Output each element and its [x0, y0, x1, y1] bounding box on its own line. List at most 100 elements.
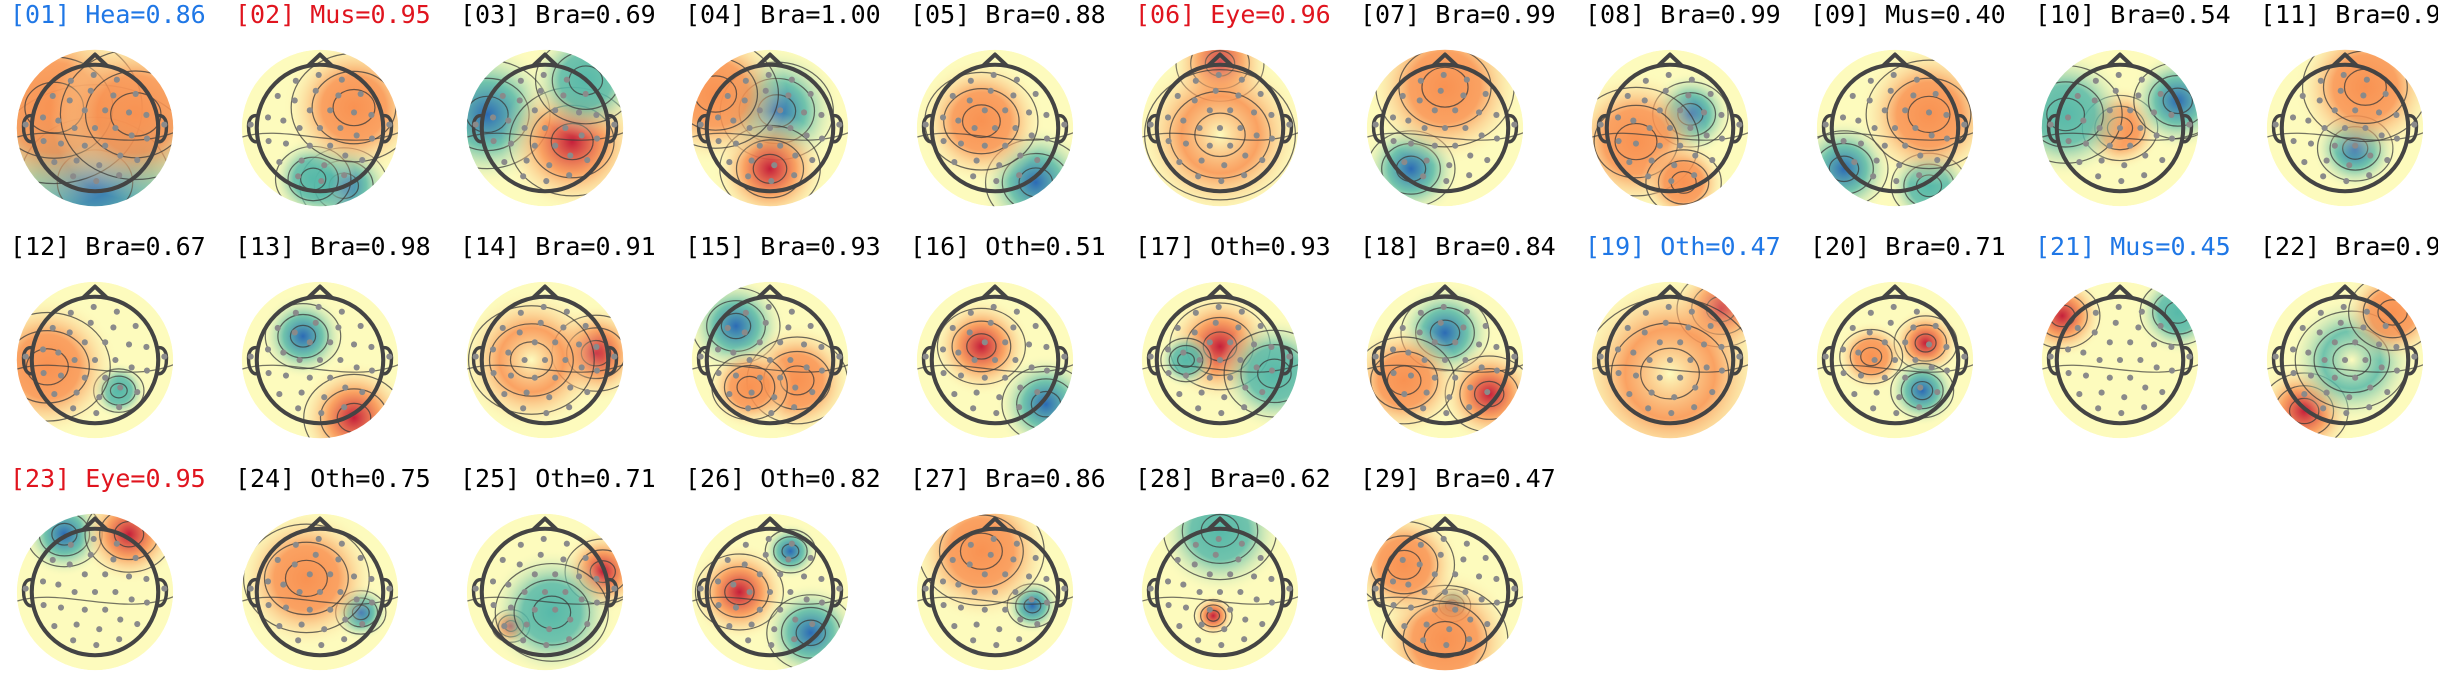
electrode-dot [327, 107, 334, 114]
electrode-dot [531, 606, 538, 613]
electrode-dot [521, 124, 528, 132]
electrode-dot [765, 535, 772, 543]
electrode-dot [1206, 374, 1213, 381]
electrode-dot [1688, 308, 1695, 315]
electrode-dot [315, 535, 322, 543]
electrode-dot [966, 329, 973, 336]
electrode-dot [2047, 121, 2054, 128]
electrode-dot [22, 121, 29, 128]
topomap [241, 281, 399, 439]
electrode-dot [1218, 641, 1225, 649]
topomap-field-blob [1366, 49, 1524, 166]
electrode-dot [1925, 109, 1933, 116]
electrode-dot [787, 356, 794, 364]
electrode-dot [125, 341, 133, 348]
electrode-dot [1614, 346, 1622, 353]
electrode-dot [338, 540, 345, 547]
electrode-dot [1437, 319, 1444, 326]
electrode-dot [2382, 322, 2389, 329]
right-ear-outline [2182, 345, 2194, 376]
topomap [1591, 281, 1749, 439]
electrode-dot [312, 551, 319, 558]
electrode-dot [1423, 621, 1430, 628]
electrode-dot [2375, 341, 2383, 348]
electrode-dot [1671, 162, 1678, 169]
electrode-dot [1416, 561, 1423, 568]
electrode-dot [501, 623, 508, 630]
electrode-dot [1475, 341, 1483, 348]
electrode-dot [1718, 135, 1726, 142]
electrode-dot [2411, 353, 2418, 360]
electrode-dot [1961, 353, 1968, 360]
electrode-dot [2141, 172, 2148, 179]
electrode-dot [2331, 374, 2338, 381]
electrode-dot [81, 339, 88, 346]
electrode-dot [714, 346, 722, 353]
electrode-dot [40, 370, 47, 377]
electrode-dot [1191, 97, 1198, 104]
electrode-dot [523, 621, 530, 628]
electrode-dot [40, 602, 47, 609]
electrode-dot [368, 135, 376, 142]
electrode-dot [1668, 409, 1675, 417]
electrode-dot [1446, 626, 1453, 633]
electrode-dot [1441, 356, 1449, 364]
electrode-dot [276, 391, 283, 398]
electrode-dot [1182, 372, 1190, 379]
electrode-dot [987, 551, 994, 558]
electrode-dot [1372, 121, 1379, 128]
electrode-dot [1493, 111, 1500, 118]
electrode-dot [1164, 114, 1172, 121]
right-ear-outline [2407, 113, 2419, 144]
topomap [916, 513, 1074, 671]
electrode-dot [505, 349, 512, 356]
electrode-dot [516, 561, 523, 568]
electrode-dot [1630, 349, 1637, 356]
electrode-dot [1692, 384, 1699, 391]
electrode-dot [96, 162, 103, 169]
electrode-dot [1917, 152, 1924, 159]
electrode-dot [2064, 346, 2072, 353]
electrode-dot [1887, 87, 1894, 94]
topomap-panel: [25] Oth=0.71 [460, 464, 685, 686]
right-ear-outline [157, 345, 169, 376]
nose-outline [981, 284, 1009, 300]
electrode-dot [762, 551, 769, 558]
topomap [691, 513, 849, 671]
electrode-dot [2168, 367, 2176, 374]
electrode-dot [955, 117, 962, 124]
electrode-dot [1061, 585, 1068, 592]
electrode-dot [350, 341, 358, 348]
electrode-dot [1656, 339, 1663, 346]
electrode-dot [966, 97, 973, 104]
electrode-dot [990, 71, 997, 79]
electrode-dot [2320, 173, 2327, 180]
contour-line [513, 579, 591, 646]
electrode-dot [2362, 124, 2369, 132]
electrode-dot [1242, 616, 1249, 623]
right-ear-outline [1732, 345, 1744, 376]
electrode-dot [566, 172, 573, 179]
electrode-dot [1034, 388, 1041, 396]
topomap-field-blob [1835, 320, 1907, 393]
electrode-dot [2065, 138, 2072, 145]
electrode-dot [55, 581, 62, 588]
head-outline [254, 526, 386, 658]
electrode-dot [1687, 124, 1694, 132]
electrode-dot [1032, 554, 1039, 561]
nose-outline [2106, 52, 2134, 68]
electrode-dot [1235, 324, 1242, 331]
electrode-dot [1916, 404, 1923, 411]
electrode-dot [110, 92, 117, 99]
electrode-dot [560, 324, 567, 331]
head-outline [2054, 294, 2186, 426]
electrode-dot [265, 602, 272, 609]
electrode-dot [981, 606, 988, 613]
electrode-dot [1452, 571, 1459, 578]
topomap-field-blob [1217, 316, 1299, 431]
electrode-dot [338, 308, 345, 315]
electrode-dot [791, 172, 798, 179]
electrode-dot [1646, 356, 1653, 364]
contour-line [724, 578, 755, 606]
electrode-dot [1012, 124, 1019, 132]
